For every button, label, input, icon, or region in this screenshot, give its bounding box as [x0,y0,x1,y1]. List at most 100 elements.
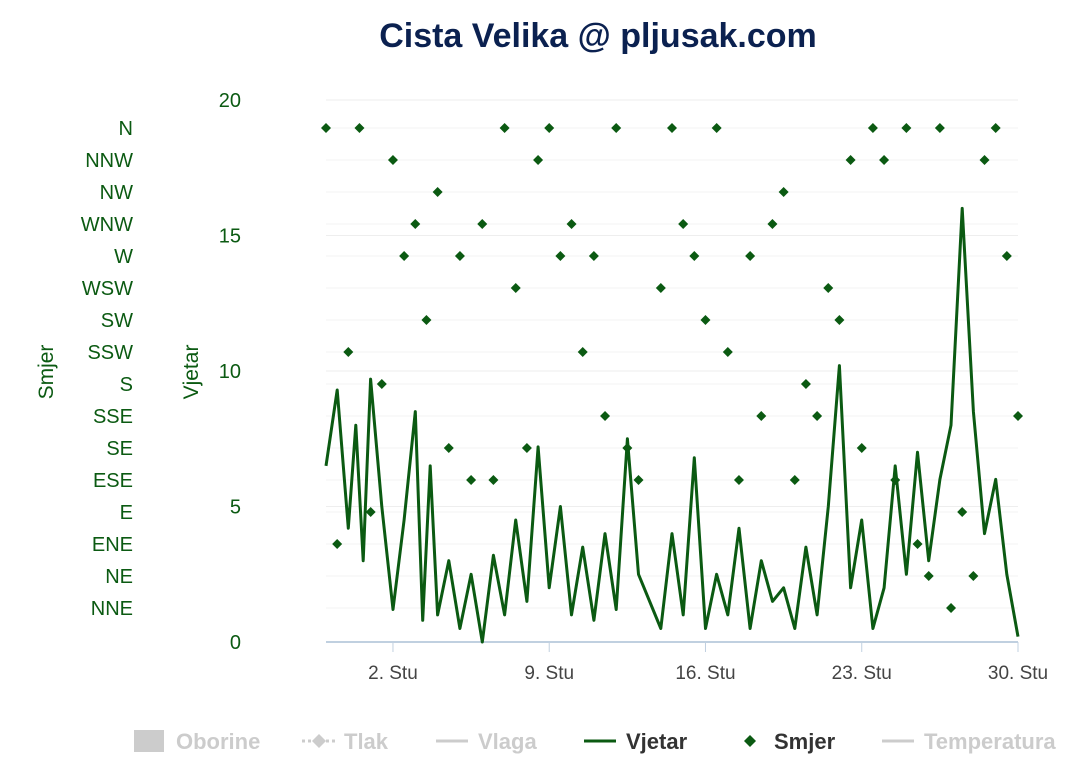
chart-title: Cista Velika @ pljusak.com [379,17,817,55]
direction-axis-title: Smjer [35,345,58,400]
x-tick-label: 9. Stu [524,663,574,684]
direction-point [499,123,510,133]
direction-point [555,251,566,261]
legend-label: Vlaga [478,729,537,754]
direction-point [611,123,622,133]
direction-point [521,443,532,453]
legend-item-vjetar[interactable]: Vjetar [584,729,688,754]
direction-point [432,187,443,197]
direction-point [477,219,488,229]
direction-point [332,539,343,549]
legend-item-smjer[interactable]: Smjer [744,729,836,754]
direction-point [700,315,711,325]
direction-tick-label: WSW [82,278,133,300]
direction-point [533,155,544,165]
legend-label: Temperatura [924,729,1056,754]
direction-tick-label: S [120,374,133,396]
direction-point [934,123,945,133]
legend-label: Tlak [344,729,389,754]
direction-tick-label: SSE [93,406,133,428]
direction-point [633,475,644,485]
legend-item-oborine[interactable]: Oborine [134,729,260,754]
direction-tick-label: E [120,502,133,524]
direction-point [600,411,611,421]
direction-point [566,219,577,229]
wind-tick-label: 20 [219,90,241,112]
direction-point [968,571,979,581]
direction-tick-label: SSW [87,342,133,364]
wind-axis-ticks: 0 5 10 15 20 [219,90,241,654]
direction-tick-label: ENE [92,534,133,556]
direction-tick-label: SE [106,438,133,460]
direction-point [756,411,767,421]
direction-point [466,475,477,485]
legend-label: Vjetar [626,729,688,754]
grid-lines [326,99,1018,609]
direction-axis-ticks: NNE NE ENE E ESE SE SSE S SSW SW WSW W WNW NW NNW N [81,118,133,620]
direction-point [767,219,778,229]
wind-tick-label: 10 [219,361,241,383]
direction-tick-label: WNW [81,214,133,236]
direction-point [387,155,398,165]
direction-point [845,155,856,165]
x-tick-label: 16. Stu [675,663,735,684]
legend-item-temperatura[interactable]: Temperatura [882,729,1056,754]
direction-point [722,347,733,357]
direction-point [443,443,454,453]
direction-point [577,347,588,357]
series-smjer [321,123,1023,613]
direction-tick-label: W [114,246,133,268]
legend-label: Oborine [176,729,260,754]
direction-point [879,155,890,165]
direction-point [343,347,354,357]
direction-point [410,219,421,229]
direction-point [544,123,555,133]
direction-point [800,379,811,389]
x-tick-label: 30. Stu [988,663,1048,684]
direction-point [655,283,666,293]
direction-tick-label: NNW [85,150,133,172]
direction-point [365,507,376,517]
direction-point [399,251,410,261]
direction-point [421,315,432,325]
series-vjetar-line [324,206,1020,644]
direction-point [354,123,365,133]
direction-point [454,251,465,261]
legend-item-tlak[interactable]: Tlak [302,729,389,754]
wind-tick-label: 5 [230,497,241,519]
x-tick-label: 23. Stu [832,663,892,684]
direction-point [901,123,912,133]
direction-point [812,411,823,421]
legend-diamond-icon [744,735,756,747]
direction-point [689,251,700,261]
direction-point [834,315,845,325]
direction-point [667,123,677,133]
direction-point [990,123,1001,133]
direction-point [588,251,599,261]
direction-point [867,123,878,133]
direction-point [1013,411,1023,421]
direction-point [912,539,923,549]
direction-point [789,475,800,485]
direction-point [488,475,499,485]
direction-point [1001,251,1012,261]
direction-point [957,507,968,517]
direction-point [856,443,867,453]
direction-tick-label: ESE [93,470,133,492]
legend-square-icon [134,730,164,752]
wind-tick-label: 15 [219,226,241,248]
direction-tick-label: NNE [91,598,133,620]
direction-tick-label: NW [100,182,133,204]
legend-item-vlaga[interactable]: Vlaga [436,729,537,754]
x-tick-label: 2. Stu [368,663,418,684]
direction-point [823,283,834,293]
legend-label: Smjer [774,729,836,754]
wind-axis-title: Vjetar [180,345,203,400]
direction-point [778,187,789,197]
direction-point [923,571,934,581]
direction-point [376,379,387,389]
direction-point [946,603,957,613]
direction-point [711,123,722,133]
direction-point [745,251,756,261]
